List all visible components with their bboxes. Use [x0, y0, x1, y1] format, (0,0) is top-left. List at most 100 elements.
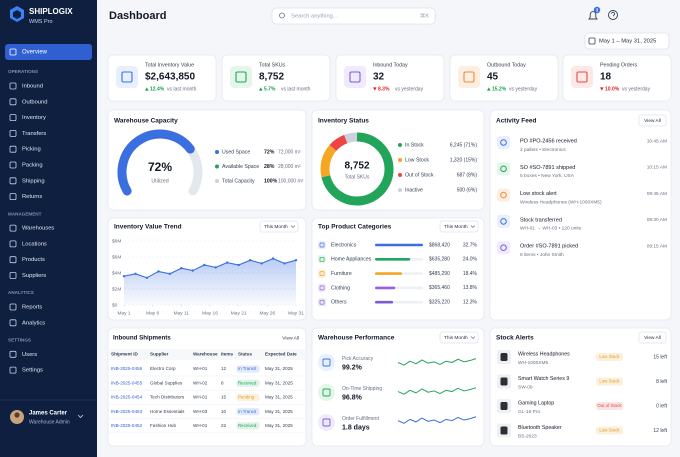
cell: 12	[221, 366, 227, 371]
filter-dropdown[interactable]	[439, 220, 479, 233]
x-tick-label: May 1	[117, 310, 130, 316]
search-box[interactable]	[271, 7, 436, 25]
date-button[interactable]	[584, 32, 670, 50]
nav-item[interactable]: Settings	[22, 368, 43, 374]
nav-item[interactable]: Inbound	[22, 84, 43, 90]
legend-value: 6,245 (71%)	[450, 142, 478, 148]
shipment-link[interactable]: INB-2025-0456	[111, 366, 143, 371]
view-all-button-label[interactable]: View All	[644, 118, 661, 124]
nav-item[interactable]: Reports	[22, 305, 42, 311]
shipment-link[interactable]: INB-2025-0454	[111, 395, 143, 400]
activity-icon	[497, 162, 510, 176]
category-share: 13.8%	[463, 285, 478, 291]
nav-item[interactable]: Warehouses	[22, 226, 54, 232]
filter-dropdown-label[interactable]: This Month	[264, 224, 288, 230]
shipment-link[interactable]: INB-2025-0455	[111, 380, 143, 385]
trend-point	[122, 275, 126, 278]
nav-item[interactable]: Packing	[22, 163, 43, 169]
view-all-button[interactable]	[638, 331, 667, 344]
nav-item[interactable]: Inventory	[22, 115, 46, 121]
nav-icon	[9, 193, 17, 201]
category-name: Furniture	[331, 271, 352, 277]
status-pill	[596, 402, 623, 410]
legend-percent: 72%	[264, 149, 275, 155]
activity-time: 09:15 AM	[647, 243, 667, 249]
remaining: 15 left	[653, 354, 667, 360]
column-header: Warehouse	[193, 352, 218, 357]
donut-segment	[321, 132, 394, 206]
view-all-button[interactable]	[638, 114, 667, 127]
category-amount: $485,290	[429, 271, 450, 277]
help-icon[interactable]	[608, 10, 618, 20]
kpi-glyph	[463, 71, 475, 83]
nav-icon	[9, 98, 17, 106]
view-all-link[interactable]: View All	[282, 335, 299, 341]
filter-dropdown-label[interactable]: This Month	[444, 335, 468, 341]
category-glyph	[319, 299, 325, 305]
kpi-label: Pending Orders	[600, 62, 637, 68]
product-shape	[500, 426, 508, 435]
date-range[interactable]: May 1 – May 31, 2025	[599, 39, 656, 45]
card-title: Top Product Categories	[318, 224, 392, 231]
nav-item[interactable]: Returns	[22, 194, 42, 200]
categories-card	[311, 217, 485, 321]
nav-item[interactable]: Overview	[22, 50, 48, 56]
shipment-link[interactable]: INB-2025-0453	[111, 409, 143, 414]
search-placeholder[interactable]: Search anything...	[291, 14, 338, 20]
category-share: 12.3%	[463, 300, 478, 306]
chevron[interactable]	[77, 414, 84, 419]
logo-mark	[13, 10, 21, 19]
filter-dropdown-label[interactable]: This Month	[444, 224, 468, 230]
trend-point	[248, 259, 252, 262]
category-amount: $868,420	[429, 242, 450, 248]
status-label: Low Stock	[599, 379, 620, 384]
nav-active[interactable]	[5, 44, 92, 60]
nav-section: ANALYTICS	[8, 290, 34, 295]
metric-label: On-Time Shipping	[342, 386, 382, 392]
cell: WH-01	[193, 366, 208, 371]
activity-time: 09:30 AM	[647, 217, 667, 223]
kpi-glyph	[576, 71, 588, 83]
nav-item[interactable]: Outbound	[22, 99, 47, 105]
column-header: Status	[238, 352, 252, 357]
metric-label: Order Fulfillment	[342, 416, 380, 422]
filter-dropdown[interactable]	[439, 331, 479, 344]
chevron	[470, 225, 476, 228]
nav-item[interactable]: Transfers	[22, 131, 46, 137]
trend-point	[203, 263, 206, 267]
nav-item[interactable]: Users	[22, 352, 37, 358]
trend-point	[145, 276, 149, 279]
nav-item[interactable]: Picking	[22, 147, 41, 153]
activity-glyph	[500, 165, 507, 173]
product-shape	[500, 353, 508, 361]
brand: SHIPLOGIX	[29, 7, 73, 16]
kpi-note: vs yesterday	[622, 86, 651, 92]
bell-icon[interactable]	[588, 11, 598, 20]
kpi-note: vs yesterday	[509, 86, 538, 92]
legend-name: Inactive	[405, 187, 423, 193]
category-amount: $325,220	[429, 300, 450, 306]
view-all-button-label[interactable]: View All	[644, 335, 661, 341]
sparkline	[397, 358, 477, 366]
cell: 15	[221, 395, 227, 400]
nav-item[interactable]: Shipping	[22, 178, 45, 184]
gauge-value	[117, 129, 195, 196]
kpi-icon	[230, 66, 252, 88]
filter-dropdown[interactable]	[259, 220, 299, 233]
activity-time: 09:45 AM	[647, 191, 667, 197]
nav-item[interactable]: Products	[22, 257, 45, 263]
nav-item[interactable]: Analytics	[22, 320, 45, 326]
trend-point	[180, 267, 183, 270]
kpi-change: 8.3%	[378, 86, 390, 92]
chevron	[470, 336, 476, 339]
metric-glyph	[322, 388, 331, 397]
legend-dot	[215, 150, 219, 154]
kpi-change: 5.7%	[264, 86, 276, 92]
user-name[interactable]: James Carter	[29, 411, 68, 417]
shortcut: ⌘K	[420, 12, 430, 19]
nav-item[interactable]: Suppliers	[22, 273, 46, 279]
shipment-link[interactable]: INB-2025-0452	[111, 423, 143, 428]
gauge-caption: Utilized	[151, 178, 168, 184]
legend-name: Available Space	[222, 164, 259, 170]
nav-item[interactable]: Locations	[22, 241, 47, 247]
